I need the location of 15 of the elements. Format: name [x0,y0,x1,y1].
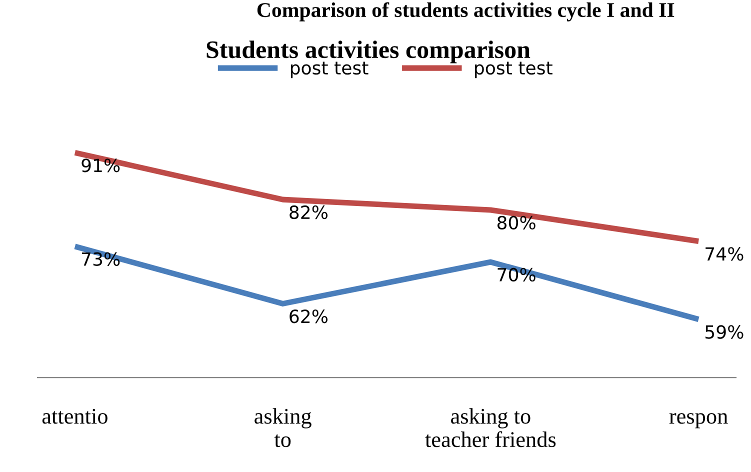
legend-label: post test [290,62,368,78]
x-tick-label: asking to [254,408,312,448]
x-tick-label: asking to teacher friends [425,408,556,448]
data-label: 62% [290,310,328,324]
data-label: 91% [82,158,120,172]
data-label: 82% [290,205,328,220]
data-label: 70% [498,268,536,282]
x-tick-label: respon [669,413,728,428]
text: Comparison of students activities cycle I and II [257,2,674,22]
legend-label: post test [475,62,552,78]
data-label: 73% [82,252,120,266]
data-label: 59% [706,325,744,339]
data-label: 74% [706,247,744,261]
x-tick-label: attentio [42,408,108,424]
data-label: 80% [497,216,536,230]
